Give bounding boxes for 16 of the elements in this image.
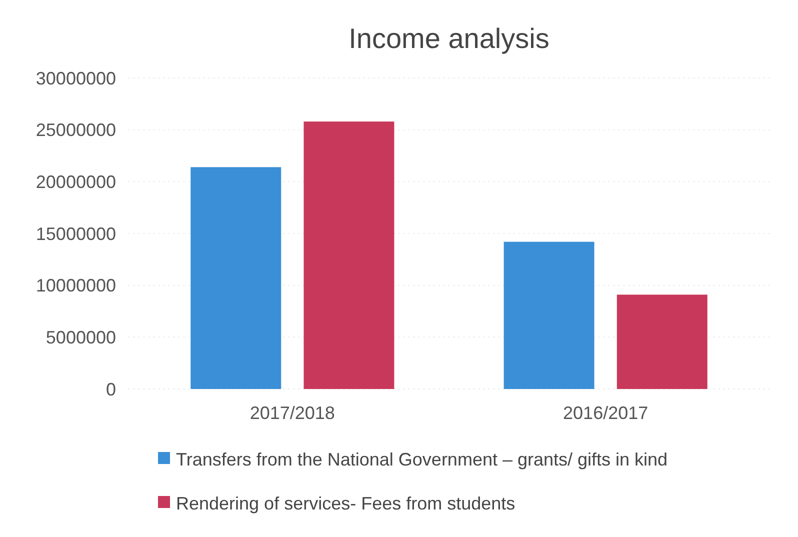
y-tick-label: 25000000: [36, 120, 116, 140]
bar: [190, 167, 282, 389]
y-tick-label: 0: [106, 379, 116, 400]
y-tick-label: 30000000: [36, 68, 116, 88]
bar: [304, 122, 394, 389]
y-tick-label: 20000000: [36, 172, 116, 192]
x-tick-label: 2016/2017: [563, 403, 648, 423]
bar: [616, 294, 708, 389]
chart-title: Income analysis: [348, 23, 550, 54]
y-tick-label: 15000000: [36, 224, 116, 244]
y-tick-label: 10000000: [36, 276, 116, 296]
y-tick-label: 5000000: [46, 327, 116, 348]
legend-label: Transfers from the National Government – grants/ gifts in kind: [176, 449, 668, 470]
bar: [504, 242, 594, 389]
legend-label: Rendering of services- Fees from students: [176, 493, 516, 514]
x-tick-label: 2017/2018: [250, 403, 335, 423]
